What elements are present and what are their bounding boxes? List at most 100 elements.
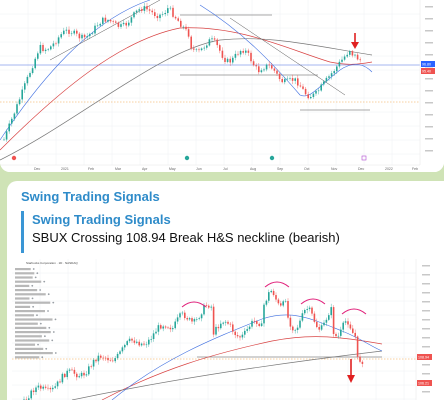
indicator-row[interactable]	[15, 305, 35, 308]
indicator-row[interactable]	[15, 335, 46, 338]
candle	[167, 4, 169, 16]
candle	[44, 384, 47, 390]
candle	[76, 28, 78, 37]
indicator-row[interactable]	[15, 314, 38, 317]
candle	[83, 33, 86, 41]
candle	[217, 324, 220, 332]
indicator-row[interactable]	[15, 289, 42, 292]
sbux-chart-image[interactable]: Starbucks Corporation · 1D · NASDAQ	[12, 259, 444, 400]
candle	[85, 371, 88, 377]
candle	[306, 305, 308, 314]
candle	[299, 318, 301, 330]
candle	[341, 56, 343, 64]
candle	[289, 76, 291, 81]
candle	[260, 320, 263, 328]
indicator-row[interactable]	[15, 347, 48, 350]
candle	[351, 49, 354, 58]
candle	[169, 5, 172, 11]
indicator-row[interactable]	[15, 284, 34, 287]
candle	[59, 378, 61, 384]
indicator-list[interactable]	[15, 268, 57, 359]
quoted-message[interactable]: Swing Trading Signals SBUX Crossing 108.…	[21, 211, 340, 253]
indicator-row[interactable]	[15, 272, 39, 275]
indicator-row[interactable]	[15, 318, 57, 321]
event-marker[interactable]	[11, 155, 17, 161]
candle	[247, 48, 250, 56]
indicator-row[interactable]	[15, 276, 37, 279]
indicator-row[interactable]	[15, 268, 35, 271]
candle	[143, 341, 145, 347]
event-marker[interactable]	[184, 155, 190, 161]
candle	[8, 120, 10, 134]
candle	[224, 320, 227, 326]
message-card-signal[interactable]: Swing Trading Signals Swing Trading Sign…	[7, 181, 444, 400]
indicator-row[interactable]	[15, 301, 55, 304]
candle	[86, 32, 88, 40]
candle	[141, 6, 143, 13]
candle	[265, 299, 268, 307]
candle	[83, 370, 85, 379]
time-axis-label: Oct	[304, 167, 309, 171]
candle	[146, 2, 148, 13]
candle	[216, 37, 218, 48]
candle	[5, 129, 8, 142]
candle	[102, 16, 104, 27]
candle	[112, 357, 114, 363]
candle	[21, 86, 23, 103]
candle	[52, 40, 55, 49]
candle	[226, 57, 229, 64]
event-marker[interactable]	[269, 155, 275, 161]
candle	[343, 54, 346, 62]
indicator-row[interactable]	[15, 293, 50, 296]
quoted-sender-name: Swing Trading Signals	[32, 212, 171, 227]
head-and-shoulders-arc-icon	[181, 281, 367, 315]
indicator-row[interactable]	[15, 310, 49, 313]
down-arrow-icon	[351, 33, 359, 49]
indicator-row[interactable]	[15, 339, 54, 342]
candle	[31, 66, 34, 75]
candle	[138, 7, 140, 13]
price-chart-image[interactable]: 96.80 95.40 Dec 2021 Feb Mar Apr May Jun Jul Aug…	[0, 0, 444, 172]
candle	[263, 67, 265, 72]
candle	[313, 311, 316, 324]
candle	[325, 317, 328, 327]
candle	[133, 337, 136, 345]
candle	[172, 325, 174, 332]
candle	[359, 57, 361, 63]
candle	[164, 325, 167, 330]
candle	[291, 74, 294, 85]
candle	[198, 316, 200, 321]
candle	[66, 368, 68, 380]
indicator-row[interactable]	[15, 352, 57, 355]
event-marker[interactable]	[361, 155, 367, 161]
message-sender-name[interactable]: Swing Trading Signals	[21, 189, 160, 204]
candle	[107, 354, 109, 364]
candle	[13, 112, 16, 122]
candle	[224, 54, 226, 65]
candle	[131, 337, 133, 344]
time-axis-label: Mar	[115, 167, 122, 171]
candle	[304, 308, 306, 316]
candle	[109, 18, 112, 24]
message-card-chart[interactable]: 96.80 95.40 Dec 2021 Feb Mar Apr May Jun Jul Aug…	[0, 0, 444, 172]
candle	[282, 299, 284, 308]
indicator-row[interactable]	[15, 297, 34, 300]
candle	[63, 27, 65, 36]
indicator-row[interactable]	[15, 343, 39, 346]
candle	[304, 86, 307, 96]
candle	[161, 11, 164, 17]
indicator-row[interactable]	[15, 280, 46, 283]
indicator-row[interactable]	[15, 356, 44, 359]
candle	[239, 334, 241, 341]
candle	[346, 52, 348, 59]
candle	[328, 313, 330, 321]
time-axis-label: Apr	[142, 167, 148, 171]
candle	[294, 328, 296, 334]
candle	[60, 32, 62, 40]
indicator-row[interactable]	[15, 326, 51, 329]
candle	[268, 61, 270, 69]
indicator-row[interactable]	[15, 322, 42, 325]
candle	[234, 330, 236, 339]
indicator-row[interactable]	[15, 331, 55, 334]
candle	[16, 101, 18, 115]
